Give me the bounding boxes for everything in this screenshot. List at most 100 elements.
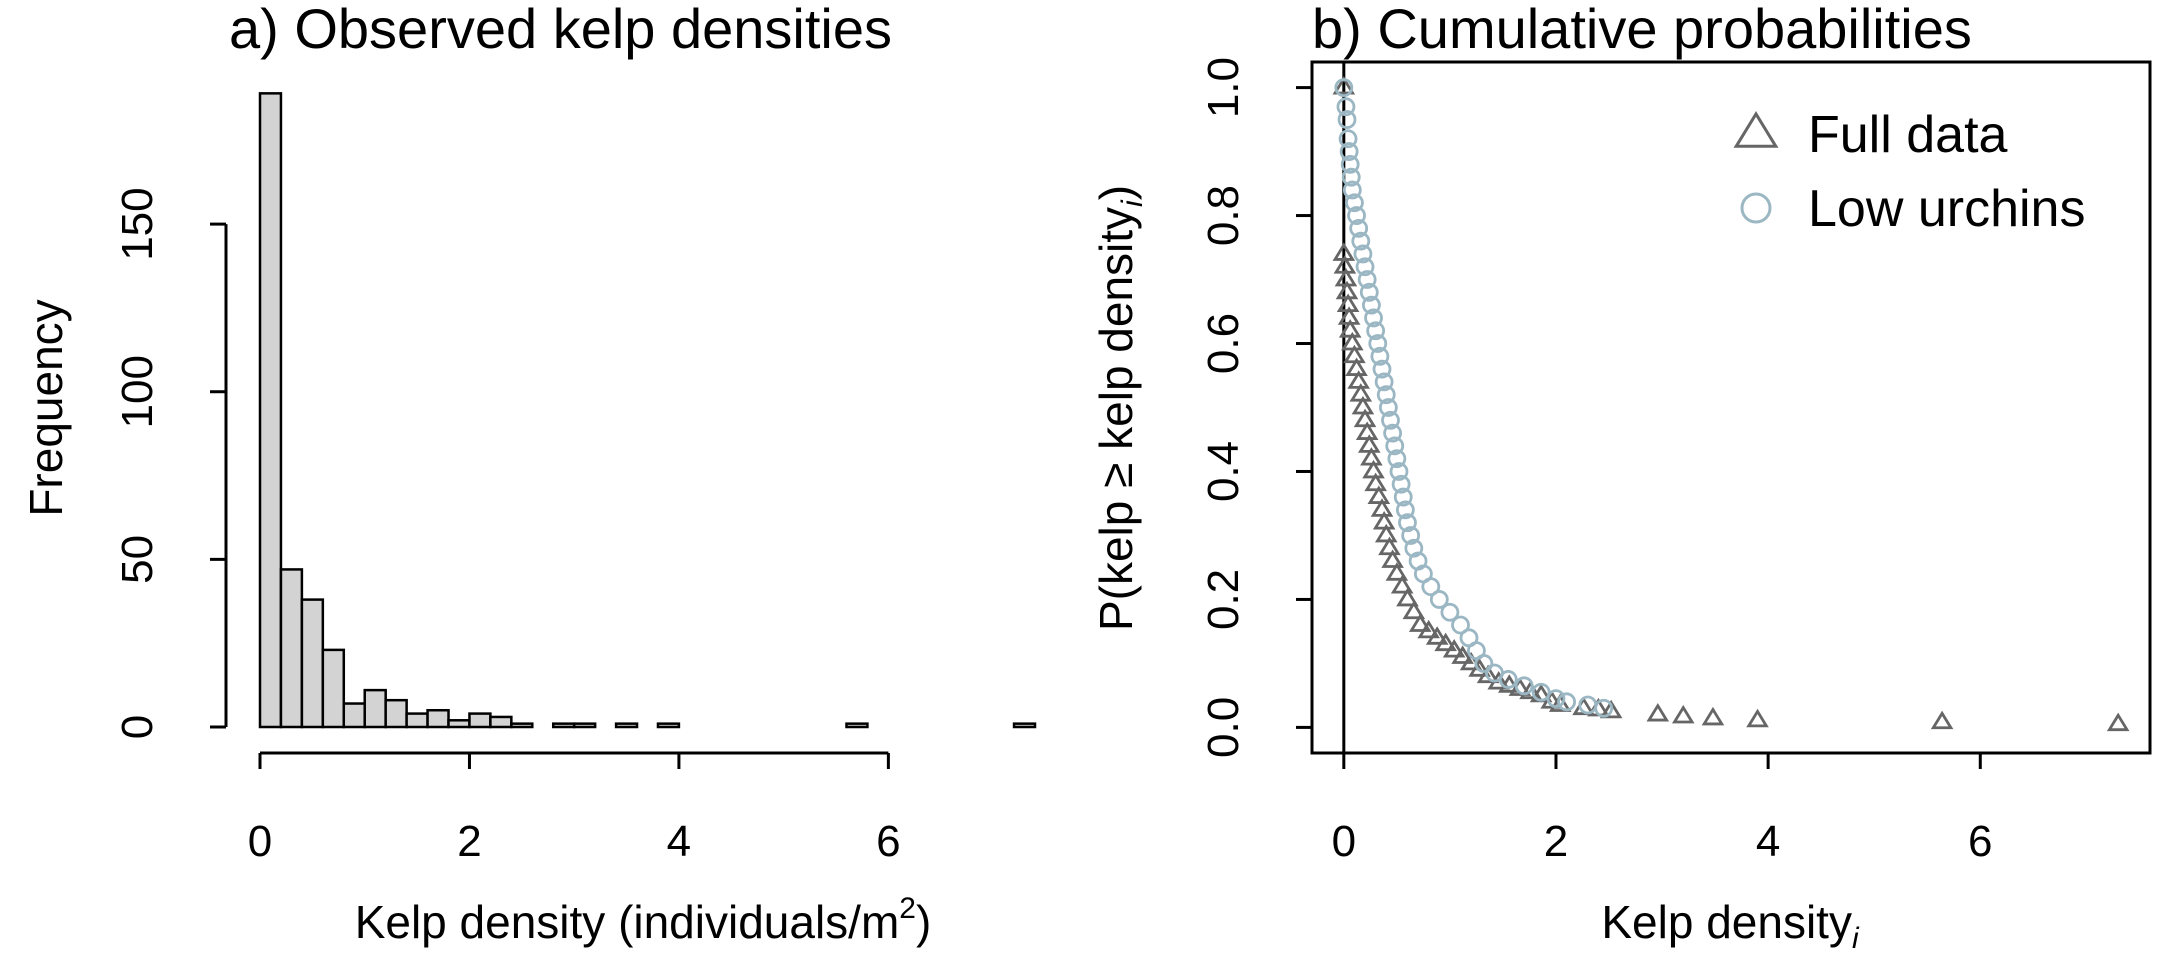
panel-b-xlabel-sub: i (1852, 922, 1860, 955)
data-point-low-urchins (1440, 602, 1460, 622)
panel-a-xlabel-tail: ) (916, 896, 931, 948)
panel-b-points (1332, 75, 2130, 732)
data-point-full-data (1434, 632, 1457, 652)
data-point-full-data (1476, 664, 1500, 684)
panel-a-title: a) Observed kelp densities (229, 0, 892, 60)
data-point-low-urchins (1364, 308, 1383, 328)
data-point-low-urchins (1514, 676, 1534, 696)
data-point-low-urchins (1341, 167, 1361, 187)
histogram-bar (572, 722, 597, 729)
panel-a-bars (258, 92, 1037, 729)
data-point-low-urchins (1546, 689, 1566, 709)
panel-b-ylabel-main: P(kelp ≥ kelp density (1090, 207, 1142, 631)
panel-a-x-tick-label: 0 (248, 817, 272, 866)
panel-b-xlabel: Kelp densityi (1601, 896, 1860, 955)
panel-a-x-tick-label: 6 (876, 817, 900, 866)
panel-b-ylabel-sub: i (1116, 199, 1149, 207)
data-point-low-urchins (1401, 526, 1421, 545)
data-point-low-urchins (1383, 423, 1403, 443)
histogram-bar (489, 715, 513, 729)
histogram-bar (614, 722, 639, 729)
panel-b-axes: 0.0 0.2 0.4 0.6 0.8 1.0 0 2 4 6 (1199, 57, 1993, 866)
panel-b-y-tick-label: 0.4 (1199, 441, 1248, 502)
histogram-bar (1012, 722, 1037, 729)
legend-label: Low urchins (1808, 180, 2085, 238)
histogram-bar (447, 719, 471, 729)
data-point-low-urchins (1336, 97, 1356, 117)
legend-triangle-icon (1733, 111, 1779, 148)
panel-b-x-tick-label: 6 (1968, 817, 1992, 866)
data-point-full-data (1746, 708, 1769, 728)
panel-b: b) Cumulative probabilities 0.0 0.2 0.4 0.6… (1090, 0, 2152, 955)
data-point-low-urchins (1557, 692, 1576, 712)
data-point-low-urchins (1342, 180, 1362, 200)
data-point-full-data (1367, 485, 1391, 504)
panel-b-plot-box (1310, 60, 2152, 755)
panel-b-y-tick-label: 0.6 (1199, 313, 1248, 374)
histogram-bar (468, 712, 492, 729)
data-point-low-urchins (1389, 462, 1409, 481)
data-point-full-data (1930, 710, 1954, 730)
histogram-bar (551, 722, 576, 729)
panel-b-title: b) Cumulative probabilities (1312, 0, 1972, 60)
data-point-low-urchins (1357, 270, 1377, 289)
data-point-low-urchins (1398, 513, 1417, 533)
legend-label: Full data (1808, 106, 2008, 164)
panel-b-ylabel-tail: ) (1090, 185, 1142, 200)
data-point-low-urchins (1359, 282, 1379, 302)
histogram-bar (656, 722, 681, 729)
panel-b-x-tick-label: 0 (1332, 817, 1356, 866)
data-point-full-data (1548, 693, 1572, 712)
data-point-full-data (1417, 619, 1440, 639)
histogram-bar (258, 92, 283, 729)
data-point-full-data (1378, 536, 1401, 556)
panel-a: a) Observed kelp densities 0 50 100 150 0 2 4 6… (20, 0, 1037, 948)
panel-a-y-tick-label: 100 (113, 355, 162, 428)
data-point-full-data (1385, 562, 1409, 581)
data-point-low-urchins (1345, 193, 1364, 213)
data-point-low-urchins (1362, 295, 1381, 315)
data-point-low-urchins (1451, 615, 1470, 635)
data-point-full-data (1646, 702, 1670, 722)
data-point-full-data (2106, 712, 2130, 732)
data-point-low-urchins (1347, 206, 1366, 225)
data-point-low-urchins (1372, 359, 1392, 379)
data-point-full-data (1451, 645, 1474, 664)
panel-a-xlabel-main: Kelp density (individuals/m (355, 896, 900, 948)
data-point-low-urchins (1498, 670, 1518, 689)
data-point-low-urchins (1594, 698, 1614, 718)
data-point-low-urchins (1378, 398, 1398, 417)
histogram-bar (405, 712, 429, 729)
data-point-full-data (1390, 575, 1414, 594)
data-point-low-urchins (1349, 218, 1369, 238)
data-point-low-urchins (1370, 346, 1390, 366)
data-point-full-data (1408, 613, 1432, 632)
data-point-low-urchins (1404, 538, 1424, 558)
histogram-bar (845, 722, 869, 729)
panel-a-y-tick-label: 0 (113, 715, 162, 739)
data-point-low-urchins (1337, 110, 1357, 129)
histogram-bar (342, 702, 366, 729)
data-point-full-data (1671, 704, 1695, 724)
panel-a-axes: 0 50 100 150 0 2 4 6 (113, 187, 901, 866)
data-point-low-urchins (1374, 372, 1394, 392)
legend-circle-icon (1740, 192, 1772, 224)
data-point-low-urchins (1429, 590, 1449, 609)
data-point-low-urchins (1351, 231, 1371, 251)
panel-b-xlabel-main: Kelp density (1601, 896, 1852, 948)
panel-a-x-tick-label: 2 (457, 817, 481, 866)
panel-b-y-tick-label: 0.2 (1199, 569, 1248, 630)
data-point-full-data (1396, 587, 1419, 607)
panel-b-y-tick-label: 0.0 (1199, 697, 1248, 758)
data-point-low-urchins (1340, 154, 1360, 174)
data-point-low-urchins (1387, 449, 1407, 469)
data-point-low-urchins (1353, 244, 1373, 264)
data-point-full-data (1402, 600, 1426, 620)
data-point-low-urchins (1385, 436, 1405, 456)
panel-b-ylabel: P(kelp ≥ kelp densityi) (1090, 185, 1149, 631)
panel-a-ylabel: Frequency (20, 299, 72, 516)
histogram-bar (426, 708, 450, 729)
panel-a-xlabel-sup: 2 (899, 892, 916, 925)
data-point-full-data (1599, 699, 1623, 719)
